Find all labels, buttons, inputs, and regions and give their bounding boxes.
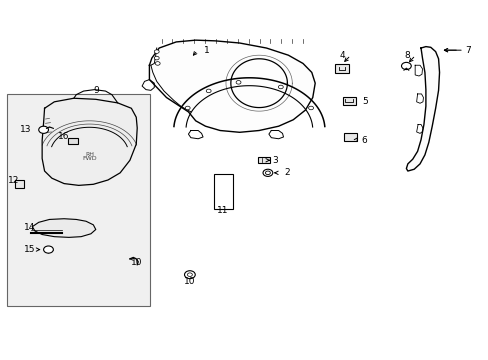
Text: 12: 12 (8, 176, 20, 185)
Text: FWD: FWD (82, 156, 97, 161)
Bar (6, 94, 150, 306)
Text: 9: 9 (93, 86, 99, 95)
Bar (258, 157, 269, 163)
Text: 10: 10 (184, 276, 195, 285)
Text: 4: 4 (339, 51, 344, 60)
Circle shape (265, 171, 270, 175)
Text: 10: 10 (130, 258, 142, 267)
Polygon shape (406, 46, 439, 171)
Polygon shape (32, 219, 96, 237)
Text: ✿: ✿ (44, 125, 53, 135)
Polygon shape (149, 40, 315, 132)
Circle shape (154, 50, 159, 53)
Circle shape (187, 273, 192, 276)
Text: 16: 16 (58, 132, 70, 141)
Text: 2: 2 (284, 168, 290, 177)
Circle shape (236, 81, 241, 84)
Text: 6: 6 (361, 136, 366, 145)
Polygon shape (42, 98, 137, 185)
Circle shape (43, 246, 53, 253)
Circle shape (154, 56, 159, 60)
Text: 11: 11 (216, 206, 228, 215)
Text: 8: 8 (403, 51, 409, 60)
Bar (214, 174, 232, 209)
Circle shape (263, 169, 272, 176)
Bar (344, 133, 356, 141)
Text: 3: 3 (271, 156, 277, 165)
Circle shape (185, 106, 190, 110)
Circle shape (39, 126, 48, 134)
Text: 15: 15 (24, 245, 36, 254)
Bar (334, 64, 348, 73)
Text: 5: 5 (362, 96, 367, 105)
Text: 14: 14 (24, 223, 36, 232)
Text: 13: 13 (20, 125, 32, 134)
Circle shape (401, 62, 410, 69)
Circle shape (308, 106, 313, 110)
Circle shape (278, 85, 283, 89)
Bar (68, 138, 78, 144)
Circle shape (155, 62, 160, 65)
Bar (15, 180, 23, 188)
Circle shape (206, 89, 211, 93)
Text: RH: RH (85, 152, 94, 157)
Text: 1: 1 (203, 46, 209, 55)
Circle shape (184, 271, 195, 279)
Text: 7: 7 (464, 46, 470, 55)
Bar (342, 97, 355, 105)
